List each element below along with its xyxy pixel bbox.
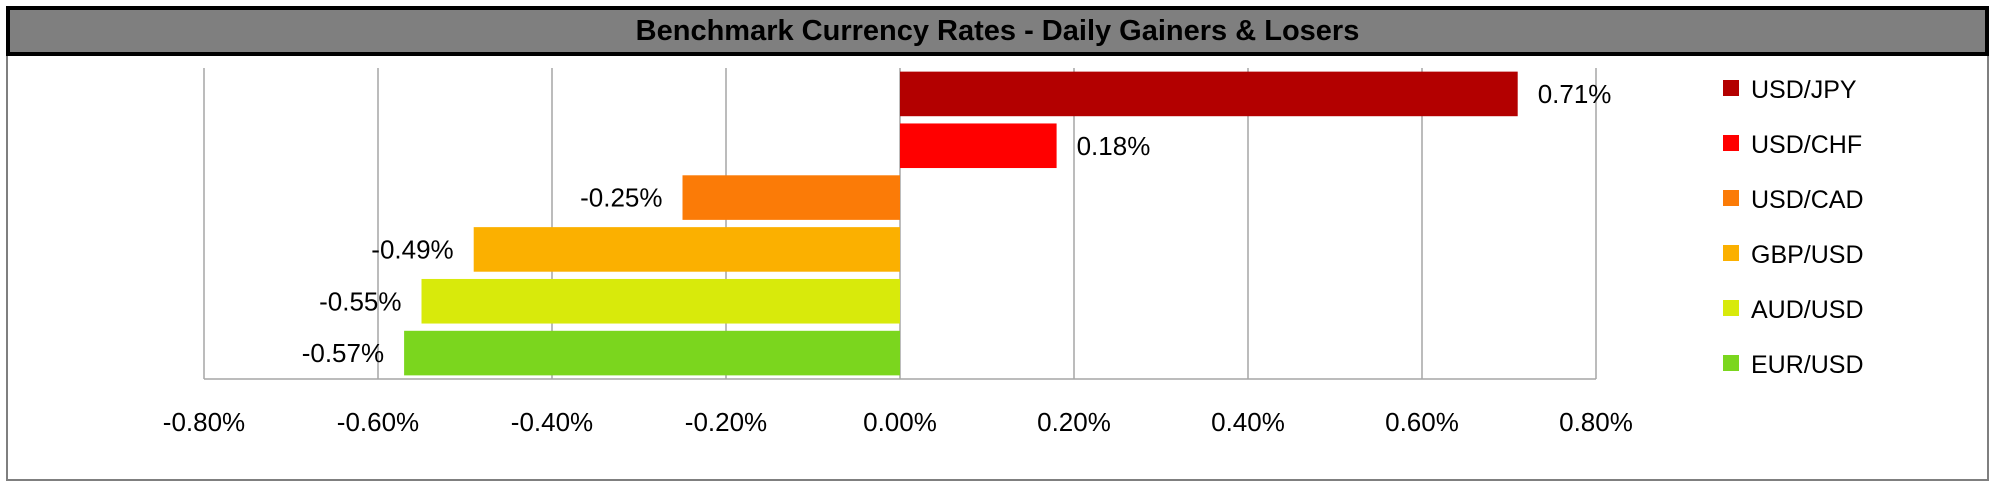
legend-label: EUR/USD	[1751, 351, 1864, 379]
legend-swatch	[1723, 355, 1739, 371]
x-tick-label: -0.60%	[337, 407, 419, 437]
data-label: 0.71%	[1538, 79, 1612, 109]
legend-swatch	[1723, 245, 1739, 261]
x-tick-label: -0.80%	[163, 407, 245, 437]
x-tick-label: -0.40%	[511, 407, 593, 437]
legend-swatch	[1723, 80, 1739, 96]
x-axis-tick-labels: -0.80% -0.60% -0.40% -0.20% 0.00% 0.20% 0.40% 0…	[163, 407, 1633, 437]
legend-swatch	[1723, 190, 1739, 206]
data-labels: 0.71% 0.18% -0.25% -0.49% -0.55% -0.57%	[302, 79, 1612, 368]
legend: USD/JPY USD/CHF USD/CAD GBP/USD AUD/USD EUR/U…	[1723, 76, 1864, 379]
x-tick-label: 0.80%	[1559, 407, 1633, 437]
bar-usd-chf	[900, 123, 1057, 169]
x-tick-label: -0.20%	[685, 407, 767, 437]
bar-aud-usd	[421, 278, 900, 324]
x-tick-label: 0.00%	[863, 407, 937, 437]
legend-label: GBP/USD	[1751, 241, 1864, 269]
chart-title-bar: Benchmark Currency Rates - Daily Gainers…	[6, 6, 1989, 56]
legend-label: USD/CHF	[1751, 131, 1862, 159]
data-label: -0.57%	[302, 338, 384, 368]
chart-title: Benchmark Currency Rates - Daily Gainers…	[635, 14, 1360, 47]
data-label: 0.18%	[1077, 131, 1151, 161]
legend-swatch	[1723, 135, 1739, 151]
data-label: -0.55%	[319, 286, 401, 316]
legend-label: USD/CAD	[1751, 186, 1864, 214]
data-label: -0.25%	[580, 183, 662, 213]
legend-swatch	[1723, 300, 1739, 316]
x-tick-label: 0.60%	[1385, 407, 1459, 437]
x-tick-label: 0.20%	[1037, 407, 1111, 437]
gridlines	[203, 68, 1597, 380]
bar-usd-jpy	[900, 71, 1518, 117]
legend-label: USD/JPY	[1751, 76, 1857, 104]
bar-eur-usd	[404, 330, 900, 376]
data-label: -0.49%	[371, 234, 453, 264]
legend-label: AUD/USD	[1751, 296, 1864, 324]
bars	[404, 71, 1518, 376]
bar-usd-cad	[682, 175, 900, 220]
bar-gbp-usd	[473, 227, 900, 272]
x-tick-label: 0.40%	[1211, 407, 1285, 437]
